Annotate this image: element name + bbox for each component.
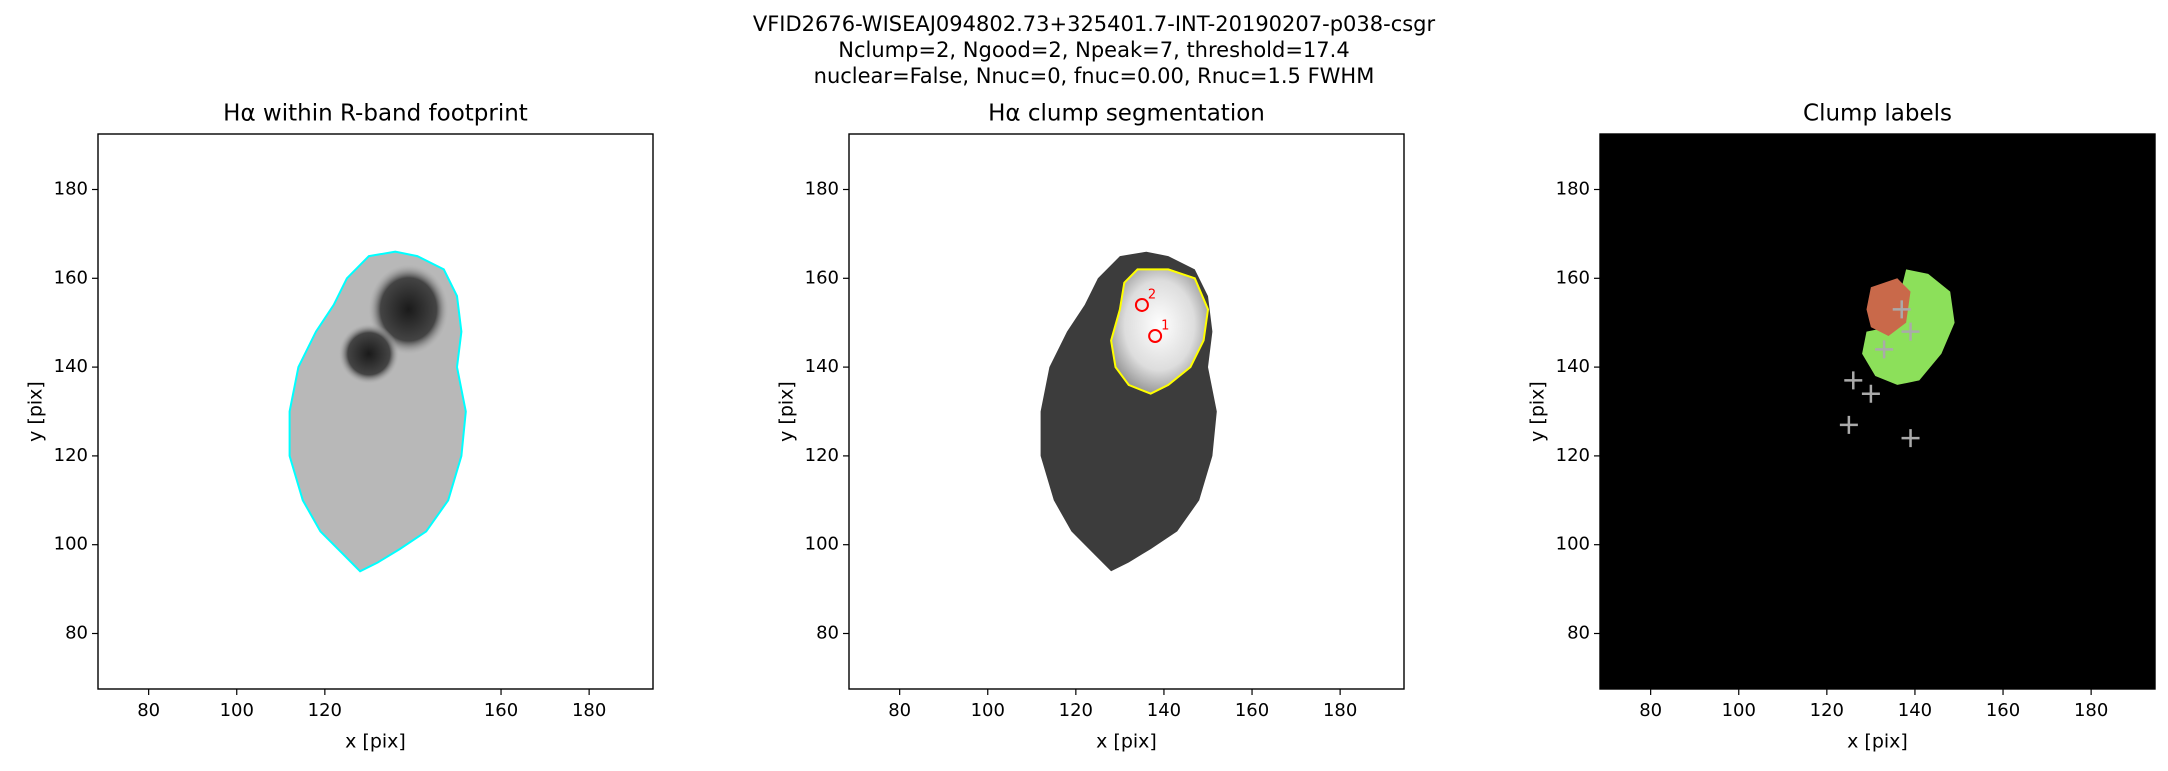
y-tick-label: 140: [805, 356, 839, 377]
x-tick-label: 80: [137, 700, 160, 721]
peak-marker: [1148, 329, 1163, 344]
suptitle: VFID2676-WISEAJ094802.73+325401.7-INT-20…: [753, 12, 1436, 36]
y-tick-label: 180: [54, 179, 88, 200]
x-tick-label: 160: [1986, 700, 2020, 721]
x-tick-label: 160: [484, 700, 518, 721]
peak-marker: [1901, 429, 1920, 448]
x-tick-label: 100: [1722, 700, 1756, 721]
x-tick-label: 180: [2074, 700, 2108, 721]
y-axis-label: y [pix]: [776, 381, 798, 442]
x-tick-label: 140: [1147, 700, 1181, 721]
panel-title: Clump labels: [1803, 101, 1952, 127]
peak-marker: [1875, 340, 1894, 359]
plot-frame: [848, 133, 1405, 690]
x-tick-label: 180: [572, 700, 606, 721]
y-tick-label: 160: [1556, 267, 1590, 288]
y-axis-label: y [pix]: [1527, 381, 1549, 442]
peak-marker: [1844, 371, 1863, 390]
y-tick-label: 120: [805, 445, 839, 466]
y-tick-label: 100: [805, 534, 839, 555]
y-tick-label: 140: [54, 356, 88, 377]
peak-label: 2: [1148, 287, 1156, 302]
peak-label: 1: [1161, 319, 1169, 334]
panel-title: Hα within R-band footprint: [223, 101, 528, 127]
x-tick-label: 160: [1235, 700, 1269, 721]
y-tick-label: 80: [65, 623, 88, 644]
y-tick-label: 180: [1556, 179, 1590, 200]
clump-region: [1866, 278, 1911, 336]
x-tick-label: 100: [220, 700, 254, 721]
suptitle: nuclear=False, Nnuc=0, fnuc=0.00, Rnuc=1…: [814, 64, 1375, 88]
x-tick-label: 120: [308, 700, 342, 721]
x-axis-label: x [pix]: [345, 731, 406, 753]
x-tick-label: 100: [971, 700, 1005, 721]
panel-title: Hα clump segmentation: [988, 101, 1265, 127]
peak-marker: [1892, 300, 1911, 319]
peak-marker: [1839, 415, 1858, 434]
emission-blob: [338, 323, 399, 384]
plot-background: [1600, 134, 2155, 689]
y-tick-label: 160: [54, 267, 88, 288]
peak-marker: [1134, 297, 1149, 312]
y-tick-label: 100: [1556, 534, 1590, 555]
y-axis-label: y [pix]: [25, 381, 47, 442]
x-tick-label: 120: [1059, 700, 1093, 721]
x-tick-label: 140: [1898, 700, 1932, 721]
y-tick-label: 80: [1567, 623, 1590, 644]
x-tick-label: 180: [1323, 700, 1357, 721]
x-axis-label: x [pix]: [1847, 731, 1908, 753]
y-tick-label: 120: [54, 445, 88, 466]
x-tick-label: 120: [1810, 700, 1844, 721]
x-tick-label: 80: [888, 700, 911, 721]
suptitle: Nclump=2, Ngood=2, Npeak=7, threshold=17…: [838, 38, 1349, 62]
y-tick-label: 140: [1556, 356, 1590, 377]
x-tick-label: 80: [1639, 700, 1662, 721]
plot-frame: [1599, 133, 2156, 690]
y-tick-label: 100: [54, 534, 88, 555]
y-tick-label: 80: [816, 623, 839, 644]
plot-frame: [97, 133, 654, 690]
y-tick-label: 120: [1556, 445, 1590, 466]
x-axis-label: x [pix]: [1096, 731, 1157, 753]
peak-marker: [1861, 384, 1880, 403]
y-tick-label: 160: [805, 267, 839, 288]
y-tick-label: 180: [805, 179, 839, 200]
peak-marker: [1901, 322, 1920, 341]
